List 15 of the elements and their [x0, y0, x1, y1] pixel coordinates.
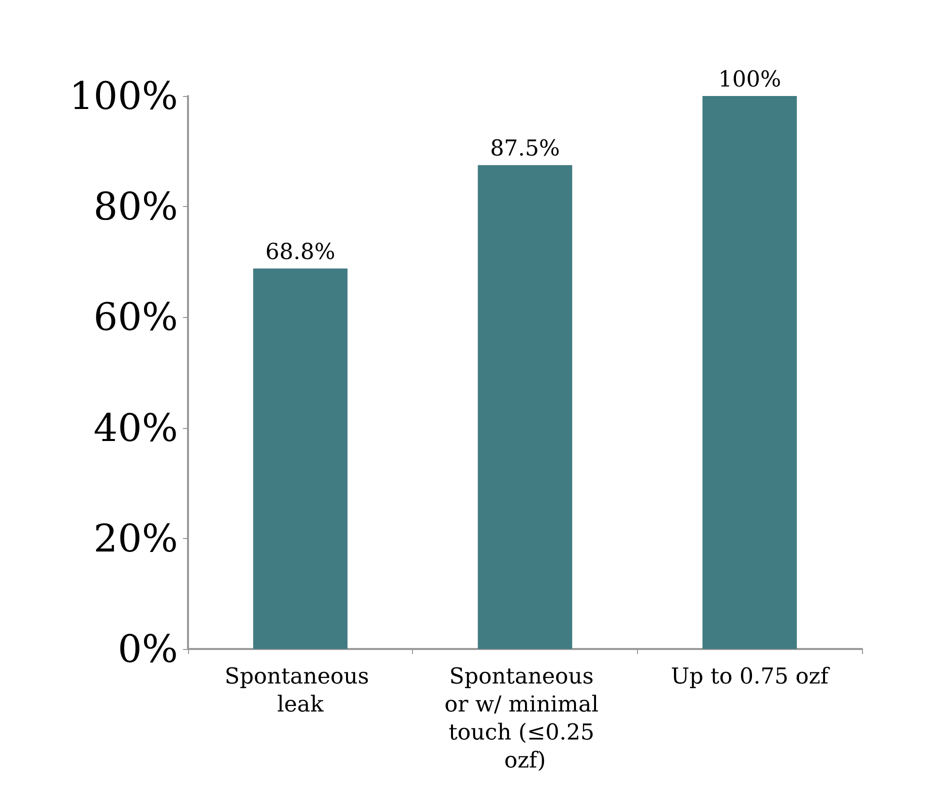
y-tick-label: 20% [94, 516, 178, 560]
y-tick-label: 80% [94, 184, 178, 229]
bar [253, 268, 348, 649]
y-tick-label: 100% [69, 74, 178, 118]
x-tick-label: Spontaneous leak [224, 664, 376, 718]
x-tick-label: Up to 0.75 ozf [670, 664, 830, 690]
x-tick-label: Spontaneous or w/ minimal touch (≤0.25 ozf) [444, 664, 606, 774]
y-tick-label: 60% [94, 295, 178, 340]
data-label: 68.8% [265, 240, 336, 266]
y-tick-label: 40% [94, 406, 178, 450]
y-tick-label: 0% [118, 627, 178, 671]
data-label: 87.5% [490, 136, 560, 162]
data-label: 100% [718, 68, 782, 92]
bar [702, 96, 797, 649]
bar [478, 165, 572, 649]
